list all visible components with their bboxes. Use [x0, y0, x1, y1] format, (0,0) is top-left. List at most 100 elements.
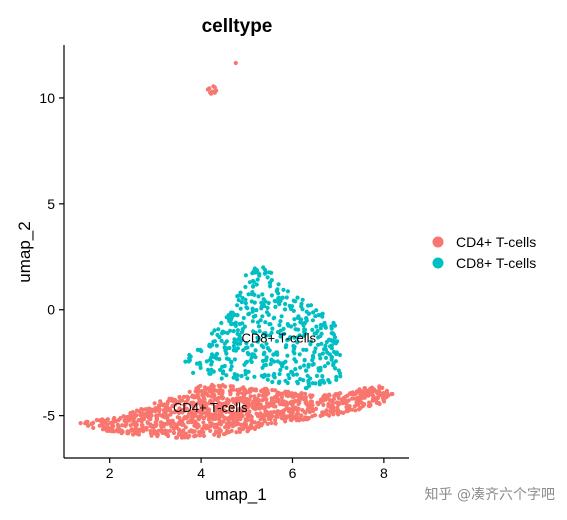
- data-point-cd4: [201, 416, 207, 421]
- data-point-cd8: [209, 343, 215, 348]
- data-point-cd4: [121, 414, 126, 419]
- data-point-cd8: [298, 377, 303, 382]
- data-point-cd8: [284, 295, 289, 300]
- data-point-cd4: [256, 406, 261, 411]
- data-point-cd8: [332, 340, 337, 345]
- data-point-cd4: [176, 432, 182, 437]
- data-point-cd8: [327, 352, 332, 357]
- data-point-cd8: [314, 308, 319, 313]
- data-point-cd8: [320, 374, 325, 379]
- data-point-cd4: [331, 396, 336, 402]
- x-tick-label: 4: [197, 465, 205, 481]
- data-point-cd4: [239, 410, 244, 415]
- data-point-cd8: [318, 326, 323, 331]
- data-point-cd4: [85, 419, 90, 424]
- data-point-cd8: [293, 367, 298, 372]
- data-point-cd4: [374, 390, 379, 395]
- data-point-cd4: [210, 417, 216, 422]
- data-point-cd8: [231, 329, 236, 334]
- data-point-cd8: [256, 324, 262, 329]
- data-point-cd4: [225, 397, 230, 402]
- data-point-cd8: [272, 315, 277, 320]
- data-point-cd4: [330, 402, 335, 407]
- data-point-cd4: [184, 406, 189, 411]
- data-point-cd4: [212, 90, 217, 95]
- data-point-cd4: [196, 396, 201, 401]
- legend-key-cd4: [432, 236, 444, 248]
- data-point-cd4: [199, 407, 204, 412]
- data-point-cd8: [268, 284, 273, 289]
- data-point-cd4: [260, 421, 265, 426]
- data-point-cd4: [91, 420, 96, 425]
- data-point-cd4: [91, 425, 96, 430]
- data-point-cd4: [159, 402, 164, 407]
- data-point-cd4: [286, 393, 291, 399]
- data-point-cd8: [338, 374, 343, 379]
- data-point-cd4: [293, 398, 298, 403]
- data-point-cd8: [313, 314, 318, 319]
- data-point-cd4: [202, 410, 207, 415]
- data-point-cd4: [173, 402, 178, 407]
- data-point-cd4: [264, 391, 269, 396]
- data-point-cd8: [318, 368, 323, 373]
- data-point-cd8: [274, 350, 279, 355]
- data-point-cd8: [337, 371, 343, 376]
- data-point-cd8: [285, 353, 290, 358]
- data-point-cd8: [204, 359, 209, 364]
- data-point-cd8: [212, 339, 217, 344]
- data-point-cd8: [318, 379, 323, 384]
- data-point-cd8: [233, 323, 238, 328]
- data-point-cd4: [243, 422, 249, 427]
- data-point-cd8: [301, 333, 307, 338]
- data-point-cd8: [291, 298, 296, 303]
- data-point-cd8: [297, 333, 302, 338]
- data-point-cd8: [260, 314, 265, 319]
- data-point-cd4: [302, 417, 307, 422]
- data-point-cd8: [281, 287, 286, 292]
- data-point-cd8: [219, 320, 224, 326]
- x-ticks: 2 4 6 8: [106, 458, 388, 481]
- data-point-cd8: [301, 363, 307, 368]
- data-point-cd8: [215, 332, 220, 338]
- data-point-cd4: [207, 387, 212, 392]
- data-point-cd8: [276, 296, 281, 301]
- data-point-cd8: [246, 292, 251, 297]
- data-point-cd8: [298, 317, 304, 322]
- data-point-cd4: [204, 413, 209, 418]
- data-point-cd4: [78, 421, 83, 426]
- data-point-cd4: [153, 420, 158, 425]
- data-point-cd8: [319, 331, 324, 336]
- data-point-cd8: [272, 359, 277, 364]
- data-point-cd4: [222, 415, 227, 420]
- data-point-cd4: [201, 392, 206, 397]
- data-point-cd8: [273, 299, 278, 304]
- data-point-cd8: [316, 342, 321, 347]
- data-point-cd4: [217, 391, 222, 396]
- data-point-cd4: [269, 420, 274, 426]
- data-point-cd8: [216, 327, 221, 332]
- data-point-cd8: [305, 373, 310, 378]
- data-point-cd8: [262, 350, 267, 355]
- cluster-label: CD8+ T-cells: [241, 330, 316, 345]
- data-point-cd8: [229, 314, 234, 320]
- data-point-cd4: [243, 417, 248, 422]
- data-point-cd4: [218, 422, 223, 427]
- data-point-cd8: [233, 320, 238, 325]
- data-point-cd4: [110, 423, 115, 428]
- data-point-cd4: [226, 430, 232, 435]
- data-point-cd8: [251, 279, 256, 284]
- data-point-cd8: [244, 341, 249, 346]
- data-point-cd8: [254, 282, 259, 287]
- data-point-cd4: [299, 413, 304, 418]
- chart-title: celltype: [202, 16, 273, 37]
- data-point-cd4: [236, 421, 241, 426]
- data-point-cd8: [262, 271, 267, 276]
- data-point-cd8: [282, 307, 288, 312]
- data-point-cd8: [222, 341, 227, 346]
- data-point-cd8: [249, 343, 255, 348]
- data-point-cd8: [263, 331, 268, 336]
- data-point-cd4: [136, 432, 141, 437]
- data-point-cd8: [260, 292, 265, 297]
- data-point-cd4: [268, 416, 273, 422]
- data-point-cd4: [187, 389, 192, 394]
